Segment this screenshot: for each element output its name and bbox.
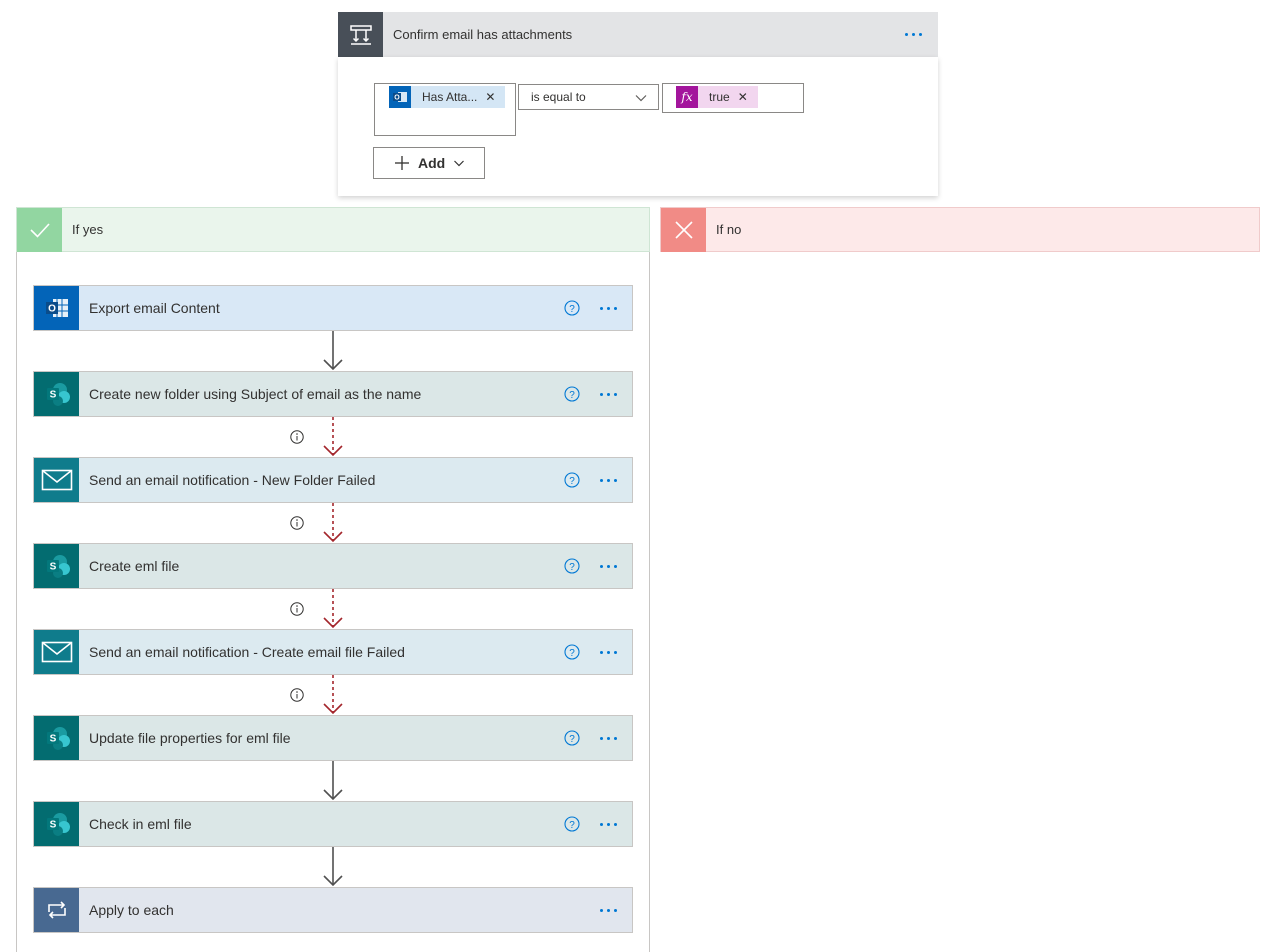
chevron-down-icon: [454, 160, 465, 167]
more-options-icon[interactable]: [600, 479, 617, 482]
sharepoint-icon: S: [34, 372, 79, 416]
remove-token-icon[interactable]: ✕: [737, 90, 748, 104]
action-check-in-eml-file[interactable]: S Check in eml file ?: [33, 801, 633, 847]
info-icon[interactable]: [290, 602, 304, 616]
plus-icon: [395, 156, 409, 170]
condition-left-operand[interactable]: O Has Atta... ✕: [374, 83, 516, 136]
help-icon[interactable]: ?: [564, 730, 580, 746]
sharepoint-icon: S: [34, 544, 79, 588]
svg-text:O: O: [394, 95, 400, 102]
action-create-eml-file[interactable]: S Create eml file ?: [33, 543, 633, 589]
true-expression-token[interactable]: fx true ✕: [676, 86, 758, 108]
more-options-icon[interactable]: [600, 737, 617, 740]
token-label: Has Atta...: [422, 90, 478, 104]
svg-text:S: S: [49, 734, 56, 745]
action-title: Update file properties for eml file: [89, 730, 291, 746]
if-yes-branch-header[interactable]: If yes: [16, 207, 650, 252]
if-yes-label: If yes: [72, 222, 104, 237]
action-send-email-create-file-failed[interactable]: Send an email notification - Create emai…: [33, 629, 633, 675]
operator-value: is equal to: [531, 90, 586, 104]
info-icon[interactable]: [290, 688, 304, 702]
action-title: Create eml file: [89, 558, 180, 574]
svg-text:S: S: [49, 820, 56, 831]
chevron-down-icon: [635, 95, 647, 102]
action-title: Send an email notification - New Folder …: [89, 472, 376, 488]
svg-text:S: S: [49, 562, 56, 573]
svg-text:?: ?: [569, 648, 575, 659]
help-icon[interactable]: ?: [564, 558, 580, 574]
more-options-icon[interactable]: [600, 565, 617, 568]
add-label: Add: [418, 155, 446, 171]
if-no-branch-header[interactable]: If no: [660, 207, 1260, 252]
info-icon[interactable]: [290, 430, 304, 444]
condition-more-icon[interactable]: [905, 33, 922, 36]
condition-header[interactable]: Confirm email has attachments: [338, 12, 938, 57]
has-attachments-token[interactable]: O Has Atta... ✕: [389, 86, 506, 108]
function-icon: fx: [676, 86, 698, 108]
condition-right-operand[interactable]: fx true ✕: [662, 83, 804, 113]
action-update-file-properties[interactable]: S Update file properties for eml file ?: [33, 715, 633, 761]
svg-text:?: ?: [569, 476, 575, 487]
action-create-new-folder[interactable]: S Create new folder using Subject of ema…: [33, 371, 633, 417]
action-title: Apply to each: [89, 902, 174, 918]
more-options-icon[interactable]: [600, 823, 617, 826]
checkmark-icon: [17, 207, 62, 252]
info-icon[interactable]: [290, 516, 304, 530]
outlook-icon: O: [389, 86, 411, 108]
action-title: Create new folder using Subject of email…: [89, 386, 422, 402]
action-export-email-content[interactable]: O Export email Content ?: [33, 285, 633, 331]
svg-text:?: ?: [569, 562, 575, 573]
close-icon: [661, 207, 706, 252]
svg-text:?: ?: [569, 820, 575, 831]
if-no-label: If no: [716, 222, 742, 237]
if-yes-branch-body: [16, 252, 650, 952]
help-icon[interactable]: ?: [564, 300, 580, 316]
token-label: true: [709, 90, 730, 104]
action-title: Send an email notification - Create emai…: [89, 644, 405, 660]
action-send-email-new-folder-failed[interactable]: Send an email notification - New Folder …: [33, 457, 633, 503]
svg-text:?: ?: [569, 734, 575, 745]
mail-icon: [34, 630, 79, 674]
help-icon[interactable]: ?: [564, 644, 580, 660]
help-icon[interactable]: ?: [564, 386, 580, 402]
action-apply-to-each[interactable]: Apply to each: [33, 887, 633, 933]
remove-token-icon[interactable]: ✕: [485, 90, 496, 104]
outlook-icon: O: [34, 286, 79, 330]
help-icon[interactable]: ?: [564, 472, 580, 488]
action-title: Export email Content: [89, 300, 220, 316]
action-title: Check in eml file: [89, 816, 192, 832]
loop-icon: [34, 888, 79, 932]
mail-icon: [34, 458, 79, 502]
condition-icon: [338, 12, 383, 57]
svg-text:?: ?: [569, 304, 575, 315]
more-options-icon[interactable]: [600, 393, 617, 396]
sharepoint-icon: S: [34, 802, 79, 846]
svg-text:?: ?: [569, 390, 575, 401]
condition-title: Confirm email has attachments: [393, 27, 573, 42]
svg-text:S: S: [49, 390, 56, 401]
help-icon[interactable]: ?: [564, 816, 580, 832]
svg-text:O: O: [48, 304, 56, 315]
add-row-button[interactable]: Add: [373, 147, 485, 179]
more-options-icon[interactable]: [600, 651, 617, 654]
more-options-icon[interactable]: [600, 307, 617, 310]
operator-select[interactable]: is equal to: [518, 84, 659, 110]
more-options-icon[interactable]: [600, 909, 617, 912]
sharepoint-icon: S: [34, 716, 79, 760]
